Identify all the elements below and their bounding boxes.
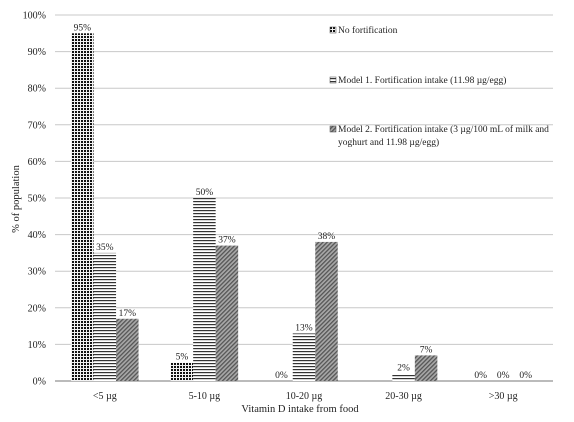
bar — [292, 333, 316, 381]
legend-label: Model 2. Fortification intake (3 µg/100 … — [338, 124, 549, 135]
data-labels: 95% 35% 17% 5% 50% 37% 0% 13% 38% 2% 7% 0% 0% 0% — [74, 23, 533, 381]
y-axis-title: % of population — [11, 164, 22, 232]
legend-label: yoghurt and 11.98 µg/egg) — [338, 137, 439, 148]
data-label: 38% — [318, 232, 336, 242]
x-tick-label: 10-20 µg — [286, 391, 323, 402]
data-label: 0% — [474, 371, 487, 381]
bar — [170, 362, 194, 381]
y-tick-labels: 0% 10% 20% 30% 40% 50% 60% 70% 80% 90% 100% — [23, 11, 46, 388]
data-label: 13% — [295, 323, 313, 333]
bar — [315, 241, 338, 381]
legend-label: No fortification — [338, 25, 398, 36]
y-tick-label: 50% — [28, 194, 46, 205]
data-label: 35% — [96, 243, 114, 253]
data-label: 0% — [497, 371, 510, 381]
y-tick-label: 80% — [28, 84, 46, 95]
data-label: 0% — [519, 371, 532, 381]
data-label: 37% — [218, 236, 236, 246]
x-tick-label: 20-30 µg — [385, 391, 422, 402]
x-tick-label: <5 µg — [93, 391, 117, 402]
bar — [392, 373, 415, 381]
x-tick-label: >30 µg — [489, 391, 518, 402]
legend-swatch — [329, 26, 337, 34]
y-tick-label: 30% — [28, 267, 46, 278]
bar — [93, 252, 117, 381]
x-axis-title: Vitamin D intake from food — [241, 404, 359, 415]
legend: No fortification Model 1. Fortification i… — [329, 25, 549, 148]
x-tick-label: 5-10 µg — [189, 391, 221, 402]
data-label: 0% — [275, 371, 288, 381]
y-tick-label: 40% — [28, 230, 46, 241]
legend-swatch — [329, 125, 337, 133]
y-tick-label: 20% — [28, 303, 46, 314]
bar — [414, 355, 438, 381]
bar — [193, 198, 216, 381]
x-tick-labels: <5 µg 5-10 µg 10-20 µg 20-30 µg >30 µg — [93, 391, 518, 402]
legend-swatch — [329, 76, 337, 84]
bar — [215, 245, 239, 381]
y-tick-label: 10% — [28, 340, 46, 351]
legend-label: Model 1. Fortification intake (11.98 µg/… — [338, 75, 506, 86]
bar — [71, 33, 94, 382]
y-tick-label: 60% — [28, 157, 46, 168]
data-label: 17% — [119, 309, 137, 319]
y-tick-label: 100% — [23, 11, 46, 22]
data-label: 7% — [420, 345, 433, 355]
data-label: 5% — [176, 353, 189, 363]
y-tick-label: 0% — [33, 377, 46, 388]
bars — [71, 33, 438, 382]
y-tick-label: 90% — [28, 47, 46, 58]
data-label: 95% — [74, 23, 92, 33]
data-label: 50% — [196, 188, 214, 198]
data-label: 2% — [397, 364, 410, 374]
y-tick-label: 70% — [28, 120, 46, 131]
bar — [116, 318, 139, 381]
